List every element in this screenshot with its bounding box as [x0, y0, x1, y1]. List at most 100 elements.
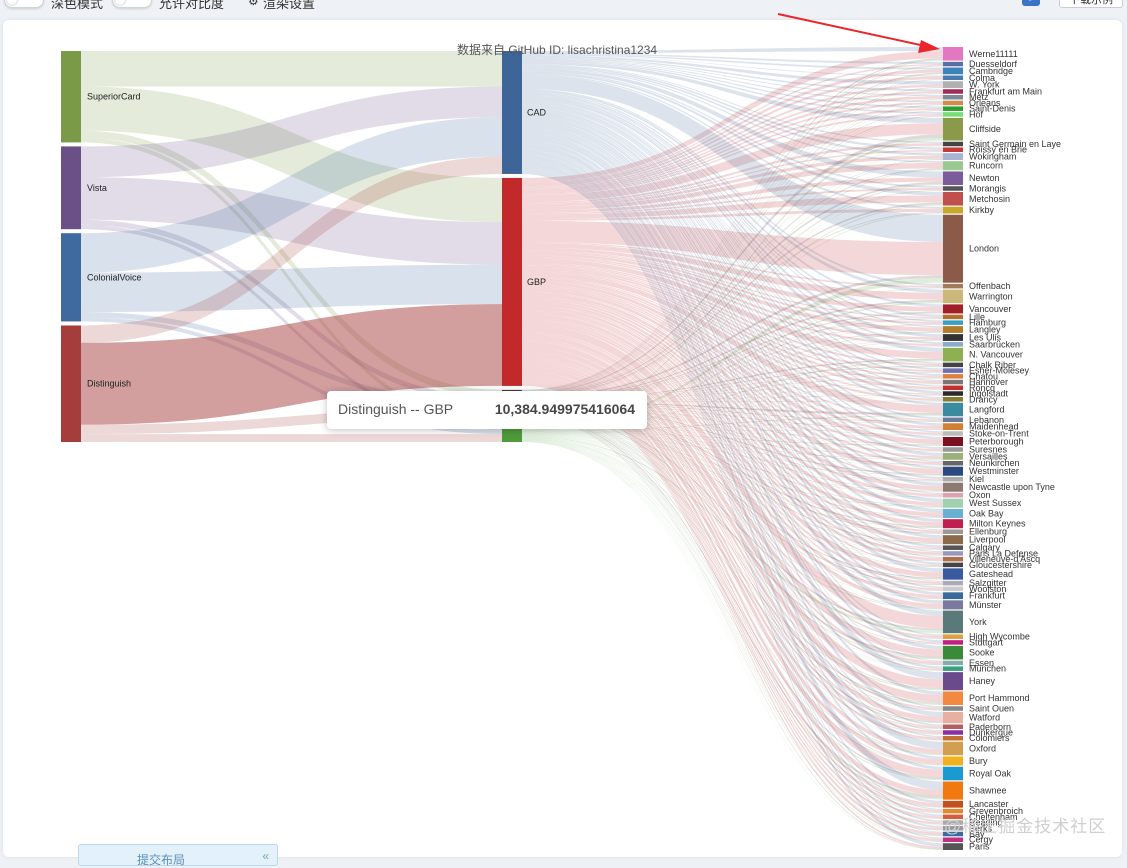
city-node-haney[interactable] [943, 672, 963, 691]
city-node-cheltenham[interactable] [943, 814, 963, 820]
link-dem-london[interactable] [522, 275, 943, 398]
link-cad-colma[interactable] [522, 55, 943, 77]
link-gbp-saint-ouen[interactable] [522, 351, 943, 710]
source-node-colonialvoice[interactable] [61, 233, 81, 322]
link-other-w-york[interactable] [522, 87, 943, 423]
link-gbp-reading[interactable] [522, 379, 943, 825]
link-other-frankfurt-am-main[interactable] [522, 93, 943, 423]
link-gbp-lebanon[interactable] [522, 276, 943, 421]
link-cad-york[interactable] [522, 136, 943, 616]
city-node-woolston[interactable] [943, 586, 963, 592]
link-gbp-oxford[interactable] [522, 360, 943, 754]
link-dem-saint-denis[interactable] [522, 110, 943, 393]
city-node-hamburg[interactable] [943, 320, 963, 325]
link-dem-m-nchen[interactable] [522, 411, 943, 671]
link-cad-ellenburg[interactable] [522, 124, 943, 531]
link-gbp-oxon[interactable] [522, 295, 943, 497]
link-gbp-hof[interactable] [522, 113, 943, 196]
link-other-ellenburg[interactable] [522, 433, 943, 534]
link-gbp-duesseldorf[interactable] [522, 63, 943, 184]
link-other-saint-denis[interactable] [522, 110, 943, 424]
link-gbp-cergy[interactable] [522, 383, 943, 842]
link-other-bay[interactable] [522, 441, 943, 837]
link-gbp-stuttgart[interactable] [522, 333, 943, 644]
link-gbp-les-ulis[interactable] [522, 255, 943, 340]
link-other-werne11111[interactable] [522, 59, 943, 422]
link-cad-peterborough[interactable] [522, 110, 943, 440]
link-gbp-cheltenham[interactable] [522, 377, 943, 819]
link-dem-cergy[interactable] [522, 416, 943, 842]
link-gbp-peterborough[interactable] [522, 280, 943, 445]
link-dem-cambridge[interactable] [522, 72, 943, 392]
link-other-colomiers[interactable] [522, 439, 943, 741]
link-vista-cad[interactable] [81, 86, 502, 178]
link-dem-duesseldorf[interactable] [522, 65, 943, 391]
link-cad-berks[interactable] [522, 170, 943, 829]
link-cad-neunkirchen[interactable] [522, 114, 943, 463]
link-dem-haney[interactable] [522, 411, 943, 689]
link-gbp-metchosin[interactable] [522, 195, 943, 219]
link-gbp-versailles[interactable] [522, 285, 943, 459]
link-cad-west-sussex[interactable] [522, 119, 943, 503]
city-node-cergy[interactable] [943, 837, 963, 843]
link-superiorcard-gbp[interactable] [81, 86, 502, 223]
city-node-chatou[interactable] [943, 374, 963, 379]
link-dem-newton[interactable] [522, 181, 943, 396]
link-cad-gloucestershire[interactable] [522, 129, 943, 565]
link-dem-saint-germain-en-laye[interactable] [522, 145, 943, 394]
city-node-kirkby[interactable] [943, 206, 963, 214]
link-cad-milton-keynes[interactable] [522, 122, 943, 523]
city-node-stuttgart[interactable] [943, 640, 963, 645]
link-cad-cergy[interactable] [522, 171, 943, 839]
city-node-stoke-on-trent[interactable] [943, 431, 963, 436]
collapse-icon[interactable]: « [262, 849, 269, 863]
link-dem-colma[interactable] [522, 79, 943, 392]
link-gbp-metz[interactable] [522, 96, 943, 192]
link-dem-liverpool[interactable] [522, 406, 943, 544]
link-dem-gateshead[interactable] [522, 407, 943, 579]
link-gbp-milton-keynes[interactable] [522, 301, 943, 527]
link-other-grevenbroich[interactable] [522, 440, 943, 814]
link-other-west-sussex[interactable] [522, 432, 943, 508]
city-node-vancouver[interactable] [943, 304, 963, 314]
link-cad-ingolstadt[interactable] [522, 103, 943, 394]
link-other-versailles[interactable] [522, 431, 943, 460]
link-gbp-dunkerque[interactable] [522, 357, 943, 734]
link-superiorcard-dem[interactable] [81, 130, 502, 398]
link-cad-liverpool[interactable] [522, 125, 943, 539]
link-dem-lebanon[interactable] [522, 402, 943, 422]
link-dem-lancaster[interactable] [522, 415, 943, 808]
link-cad-calgary[interactable] [522, 126, 943, 548]
link-gbp-west-sussex[interactable] [522, 296, 943, 507]
link-other-saint-germain-en-laye[interactable] [522, 145, 943, 425]
link-other-ingolstadt[interactable] [522, 395, 943, 431]
link-cad-bay[interactable] [522, 171, 943, 833]
city-node-w-york[interactable] [943, 81, 963, 89]
link-dem-les-ulis[interactable] [522, 339, 943, 400]
link-other-kirkby[interactable] [522, 212, 943, 426]
link-gbp-kirkby[interactable] [522, 208, 943, 221]
share-icon[interactable]: ⟳ [1022, 0, 1040, 6]
link-dem-saint-ouen[interactable] [522, 412, 943, 711]
currency-node-cad[interactable] [502, 51, 522, 174]
link-cad-hamburg[interactable] [522, 94, 943, 322]
link-gbp-chatou[interactable] [522, 265, 943, 378]
city-node-york[interactable] [943, 610, 963, 634]
city-node-royal-oak[interactable] [943, 766, 963, 781]
link-dem-berks[interactable] [522, 416, 943, 831]
link-other-saarbr-cken[interactable] [522, 346, 943, 430]
city-node-saarbr-cken[interactable] [943, 342, 963, 347]
link-other-offenbach[interactable] [522, 288, 943, 428]
link-gbp-maidenhead[interactable] [522, 277, 943, 429]
link-other-hof[interactable] [522, 116, 943, 424]
link-other-vancouver[interactable] [522, 312, 943, 429]
link-dem-reading[interactable] [522, 416, 943, 825]
link-vista-gbp[interactable] [81, 177, 502, 265]
link-dem-wokingham[interactable] [522, 158, 943, 395]
settings-icon[interactable]: ⚙ [248, 0, 259, 8]
link-gbp-woolston[interactable] [522, 318, 943, 591]
link-other-hannover[interactable] [522, 383, 943, 431]
link-gbp-london[interactable] [522, 220, 943, 276]
link-other-sooke[interactable] [522, 436, 943, 660]
link-dem-suresnes[interactable] [522, 403, 943, 452]
